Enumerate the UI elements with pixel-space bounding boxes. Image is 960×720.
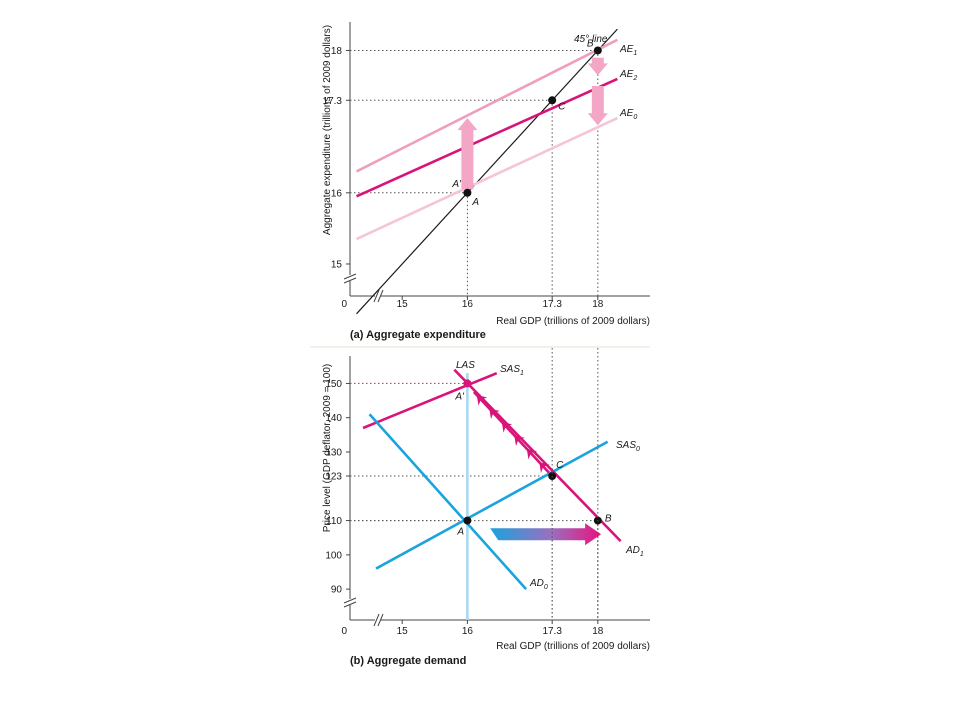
y-axis-break-mark — [343, 601, 357, 608]
point-dot — [463, 516, 472, 525]
series-label-sub: 1 — [633, 50, 637, 57]
x-tick-label: 15 — [397, 626, 409, 637]
adjustment-path — [472, 391, 550, 474]
point-dot — [548, 96, 557, 105]
adjustment-chevron — [476, 395, 488, 406]
x-axis-label: Real GDP (trillions of 2009 dollars) — [496, 641, 650, 652]
series-label-sas0: SAS0 — [616, 440, 640, 453]
series-label-sub: 2 — [632, 75, 637, 82]
shift-arrow — [587, 57, 608, 76]
shift-arrow — [457, 118, 478, 190]
point-label: C — [558, 101, 566, 112]
panel-caption: (a) Aggregate expenditure — [350, 329, 486, 341]
y-axis-break-gap — [346, 275, 354, 281]
origin-label: 0 — [341, 299, 347, 310]
point-dot — [463, 188, 472, 197]
y-tick-label: 110 — [326, 516, 342, 527]
panel-caption: (b) Aggregate demand — [350, 655, 466, 667]
origin-label: 0 — [341, 626, 347, 637]
series-label-sub: 1 — [520, 370, 524, 377]
point-dot — [463, 379, 472, 388]
series-label-name: AE — [619, 108, 634, 119]
point-label: A — [471, 197, 479, 208]
series-label-ad0: AD0 — [529, 578, 548, 591]
adjustment-chevron — [514, 435, 525, 447]
y-axis-label: Aggregate expenditure (trillions of 2009… — [322, 25, 333, 235]
x-axis-break-gap — [375, 292, 381, 300]
x-axis-break-gap — [375, 616, 381, 624]
y-axis-break-mark — [343, 597, 357, 604]
x-tick-label: 17.3 — [542, 299, 562, 310]
point-label: A' — [454, 391, 465, 402]
series-label-las: LAS — [456, 360, 475, 371]
series-label-sub: 0 — [636, 446, 640, 453]
y-tick-label: 140 — [325, 413, 342, 424]
x-tick-label: 16 — [462, 299, 474, 310]
x-tick-label: 15 — [397, 299, 409, 310]
adjustment-chevron — [526, 448, 538, 460]
series-label-name: AD — [625, 545, 640, 556]
y-tick-label: 100 — [325, 550, 342, 561]
series-label-name: SAS — [500, 364, 520, 375]
y-tick-label: 15 — [331, 259, 343, 270]
point-label: B — [605, 514, 612, 525]
series-label-ae2: AE2 — [619, 69, 637, 82]
series-label-sas1: SAS1 — [500, 364, 524, 377]
series-label-ad1: AD1 — [625, 545, 644, 558]
adjustment-chevron — [501, 421, 513, 433]
series-label-ae1: AE1 — [619, 44, 637, 57]
y-tick-label: 130 — [325, 448, 342, 459]
x-tick-label: 17.3 — [542, 626, 562, 637]
x-tick-label: 18 — [592, 626, 604, 637]
series-label-45: 45° line — [574, 34, 608, 45]
series-line-line45 — [356, 28, 618, 315]
series-line-ad0 — [368, 413, 528, 591]
x-axis-break-mark — [377, 613, 384, 627]
x-tick-label: 16 — [462, 626, 474, 637]
series-line-ae1 — [355, 38, 618, 173]
y-axis-break-gap — [346, 599, 354, 605]
x-axis-break-mark — [373, 613, 380, 627]
series-label-name: LAS — [456, 360, 475, 371]
y-tick-label: 16 — [331, 188, 343, 199]
point-label: A' — [451, 179, 462, 190]
y-axis-break-mark — [343, 277, 357, 284]
series-line-ae0 — [355, 116, 618, 241]
series-label-name: SAS — [616, 440, 636, 451]
y-axis-label: Price level (GDP deflator, 2009 = 100) — [322, 364, 333, 533]
y-tick-label: 90 — [331, 585, 343, 596]
series-line-ae2 — [355, 77, 618, 198]
point-label: C — [556, 460, 564, 471]
series-label-sub: 1 — [640, 551, 644, 558]
series-label-ae0: AE0 — [619, 108, 637, 121]
y-tick-label: 17.3 — [323, 96, 343, 107]
adjustment-chevron — [539, 462, 550, 473]
x-axis-break-mark — [373, 289, 380, 303]
point-label: B — [587, 38, 594, 49]
x-axis-break-mark — [377, 289, 384, 303]
ad-shift-arrow — [490, 523, 602, 546]
x-axis-label: Real GDP (trillions of 2009 dollars) — [496, 316, 650, 327]
shift-arrow — [587, 86, 608, 126]
series-line-ad1 — [453, 368, 622, 543]
series-label-sub: 0 — [544, 584, 548, 591]
y-tick-label: 123 — [325, 472, 342, 483]
y-tick-label: 18 — [331, 46, 343, 57]
panel-a: 0 15 16 17.3 18 15 16 17.3 18 Real GDP (trillions… — [322, 22, 650, 341]
y-axis-break-mark — [343, 273, 357, 280]
series-label-name: AD — [529, 578, 544, 589]
point-dot — [593, 46, 602, 55]
series-line-sas0 — [375, 440, 609, 570]
series-label-name: AE — [619, 69, 634, 80]
x-tick-label: 18 — [592, 299, 604, 310]
y-tick-label: 150 — [325, 379, 342, 390]
series-label-sub: 0 — [633, 114, 637, 121]
adjustment-chevron — [489, 408, 500, 420]
series-line-sas1 — [362, 371, 498, 430]
point-label: A — [456, 527, 464, 538]
series-label-name: AE — [619, 44, 634, 55]
